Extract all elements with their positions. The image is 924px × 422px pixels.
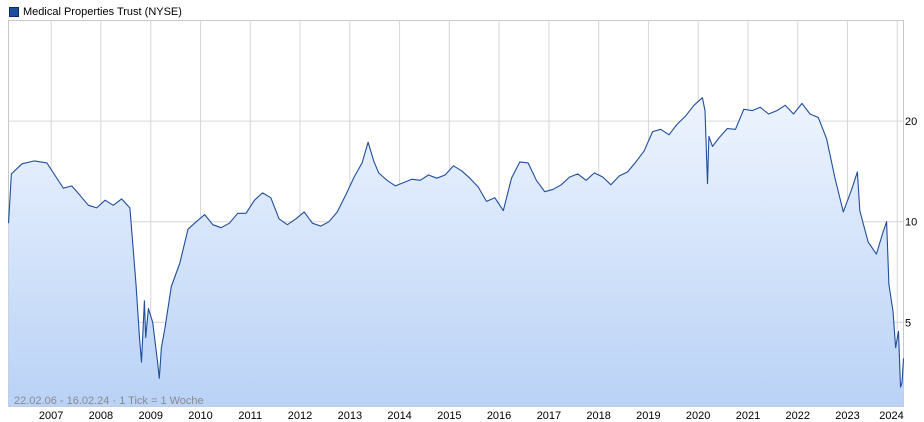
x-tick-label: 2020 [686,410,710,422]
x-tick-label: 2011 [238,410,262,422]
x-tick-label: 2018 [586,410,610,422]
price-area [8,97,904,407]
legend-swatch [9,7,19,17]
price-line [7,97,905,388]
y-tick-label: 10 [905,217,917,229]
x-tick-label: 2009 [139,410,163,422]
x-tick-label: 2007 [39,410,63,422]
x-tick-label: 2010 [188,410,212,422]
x-tick-label: 2016 [487,410,511,422]
legend-label: Medical Properties Trust (NYSE) [23,6,182,18]
x-axis-labels: 2007 2008 2009 2010 2011 2012 2013 2014 2015 2016… [39,410,904,422]
legend: Medical Properties Trust (NYSE) [9,5,182,19]
x-tick-label: 2014 [387,410,411,422]
x-tick-label: 2024 [879,410,903,422]
y-axis-labels: 5 10 20 [905,116,917,329]
x-tick-label: 2021 [736,410,760,422]
y-tick-label: 5 [905,317,911,329]
x-tick-label: 2008 [89,410,113,422]
x-tick-label: 2015 [437,410,461,422]
x-tick-label: 2013 [338,410,362,422]
x-tick-label: 2019 [636,410,660,422]
range-note: 22.02.06 - 16.02.24 · 1 Tick = 1 Woche [14,395,204,407]
x-tick-label: 2022 [786,410,810,422]
x-tick-label: 2012 [288,410,312,422]
y-tick-label: 20 [905,116,917,128]
x-tick-label: 2023 [835,410,859,422]
x-tick-label: 2017 [537,410,561,422]
